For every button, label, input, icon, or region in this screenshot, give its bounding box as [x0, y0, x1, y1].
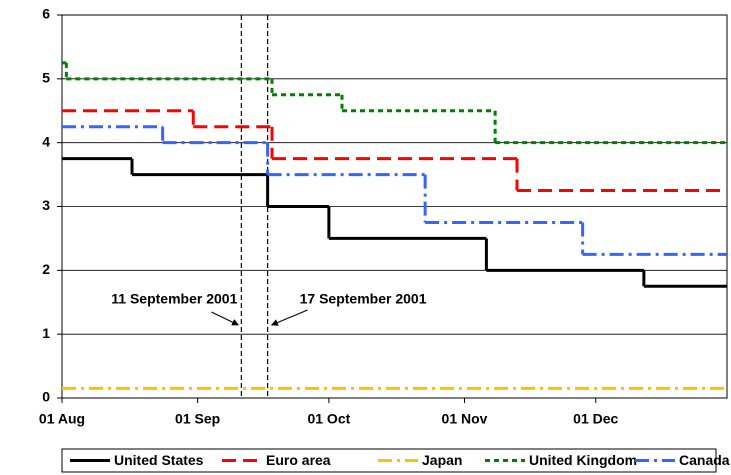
- event-arrow: [270, 309, 308, 326]
- x-tick-label: 01 Nov: [442, 411, 488, 427]
- y-tick-label: 0: [42, 389, 50, 405]
- x-tick-label: 01 Oct: [307, 411, 350, 427]
- x-tick-label: 01 Dec: [573, 411, 618, 427]
- y-tick-label: 1: [42, 325, 50, 341]
- y-tick-label: 6: [42, 6, 50, 22]
- y-tick-label: 4: [42, 133, 50, 149]
- x-tick-label: 01 Aug: [39, 411, 85, 427]
- event-label: 17 September 2001: [300, 291, 427, 307]
- event-label: 11 September 2001: [111, 291, 237, 307]
- y-tick-label: 3: [42, 197, 50, 213]
- event-arrow: [211, 311, 240, 326]
- legend-label: Euro area: [266, 452, 331, 468]
- legend-label: Canada: [679, 452, 730, 468]
- legend-label: Japan: [422, 452, 462, 468]
- legend-label: United States: [114, 452, 204, 468]
- x-tick-label: 01 Sep: [175, 411, 220, 427]
- y-tick-label: 2: [42, 261, 50, 277]
- legend-label: United Kingdom: [529, 452, 637, 468]
- y-tick-label: 5: [42, 70, 50, 86]
